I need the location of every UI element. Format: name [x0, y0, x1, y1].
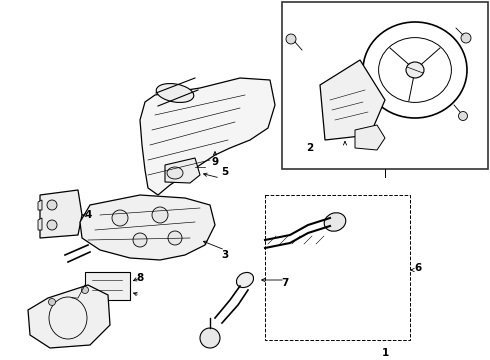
Circle shape	[168, 231, 182, 245]
Bar	[265, 195, 410, 340]
Polygon shape	[140, 78, 275, 195]
Polygon shape	[80, 195, 215, 260]
Text: 7: 7	[281, 278, 289, 288]
Polygon shape	[28, 285, 110, 348]
Polygon shape	[85, 272, 130, 300]
Polygon shape	[355, 125, 385, 150]
Circle shape	[152, 207, 168, 223]
Circle shape	[459, 112, 467, 121]
Ellipse shape	[324, 213, 346, 231]
Circle shape	[286, 34, 296, 44]
Circle shape	[112, 210, 128, 226]
Bar	[282, 2, 488, 169]
Circle shape	[81, 287, 89, 293]
Circle shape	[133, 233, 147, 247]
Polygon shape	[165, 158, 200, 183]
Polygon shape	[40, 190, 82, 238]
Text: 4: 4	[84, 210, 92, 220]
Polygon shape	[320, 60, 385, 140]
Text: 3: 3	[221, 250, 229, 260]
Polygon shape	[38, 218, 42, 230]
Polygon shape	[38, 200, 42, 210]
Circle shape	[47, 200, 57, 210]
Text: 8: 8	[136, 273, 144, 283]
Circle shape	[49, 298, 55, 306]
Text: 6: 6	[415, 263, 421, 273]
Text: 9: 9	[212, 157, 219, 167]
Circle shape	[200, 328, 220, 348]
Circle shape	[47, 220, 57, 230]
Ellipse shape	[167, 167, 183, 179]
Ellipse shape	[406, 62, 424, 78]
Text: 5: 5	[221, 167, 229, 177]
Ellipse shape	[237, 273, 253, 288]
Circle shape	[461, 33, 471, 43]
Text: 2: 2	[306, 143, 314, 153]
Text: 1: 1	[381, 348, 389, 358]
Ellipse shape	[156, 84, 194, 103]
